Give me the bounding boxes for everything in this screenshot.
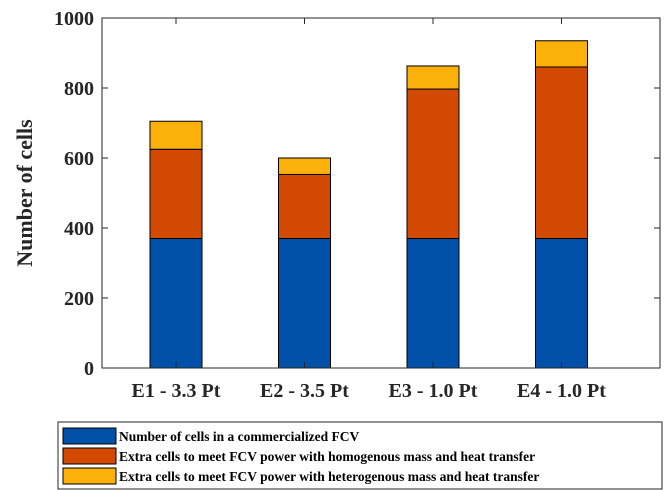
y-tick-label: 800 [64,78,94,100]
legend-swatch [62,447,117,465]
bar-segment [278,173,331,239]
bar-segment [149,120,203,150]
bar-segment [535,40,588,68]
bar-segment [278,238,331,369]
y-axis-label: Number of cells [12,119,37,267]
legend-label: Number of cells in a commercialized FCV [119,429,359,444]
bar-segment [149,148,203,239]
legend-box [57,421,663,490]
bar-segment [406,238,460,369]
x-axis-ticks: E1 - 3.3 Pt E2 - 3.5 Pt E3 - 1.0 Pt E4 - 1.… [132,18,606,402]
chart-marks [149,40,588,369]
bar-segment [149,238,203,369]
legend-label: Extra cells to meet FCV power with homog… [119,449,535,464]
y-tick-label: 200 [64,288,94,310]
x-tick-label: E3 - 1.0 Pt [389,380,478,402]
y-tick-label: 600 [64,148,94,170]
y-tick-label: 1000 [54,8,94,30]
bar-segment [535,66,588,239]
bar-segment [406,65,460,90]
x-tick-label: E2 - 3.5 Pt [260,380,349,402]
bar-segment [535,238,588,369]
y-axis-ticks: 0 200 400 600 800 1000 [54,8,660,380]
bar-segment [278,157,331,175]
legend-label: Extra cells to meet FCV power with heter… [119,469,539,484]
legend: Number of cells in a commercialized FCV E… [57,421,663,490]
legend-swatch [62,427,117,445]
bar-segment [406,88,460,239]
legend-swatch [62,467,117,485]
legend-items: Number of cells in a commercialized FCV E… [62,427,539,485]
x-tick-label: E1 - 3.3 Pt [132,380,221,402]
y-tick-label: 400 [64,218,94,240]
plot-area-frame [101,17,661,369]
y-tick-label: 0 [84,358,94,380]
x-tick-label: E4 - 1.0 Pt [517,380,606,402]
